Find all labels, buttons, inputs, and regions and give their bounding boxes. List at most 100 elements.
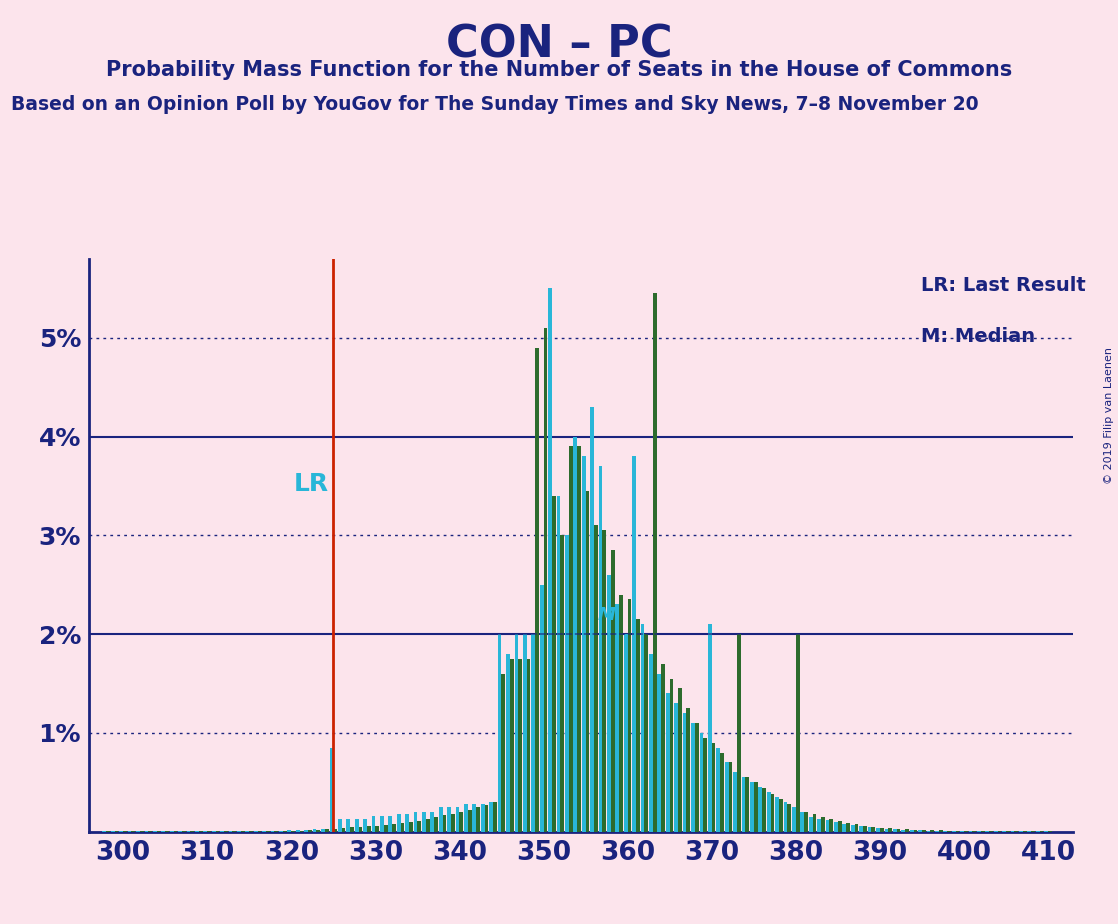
Bar (523, 634, 527, 832)
Bar (851, 825, 854, 832)
Bar (877, 828, 880, 832)
Bar (371, 816, 376, 832)
Bar (280, 831, 283, 832)
Bar (536, 347, 539, 832)
Bar (633, 456, 636, 832)
Text: Probability Mass Function for the Number of Seats in the House of Commons: Probability Mass Function for the Number… (106, 60, 1012, 80)
Text: M: M (598, 606, 616, 625)
Bar (540, 585, 543, 832)
Bar (300, 831, 303, 832)
Bar (808, 817, 813, 832)
Bar (421, 812, 426, 832)
Bar (813, 814, 816, 832)
Bar (624, 634, 627, 832)
Bar (287, 830, 292, 832)
Bar (817, 819, 821, 832)
Bar (531, 634, 536, 832)
Bar (207, 831, 211, 832)
Bar (670, 678, 673, 832)
Bar (700, 733, 703, 832)
Bar (347, 819, 350, 832)
Bar (325, 829, 329, 832)
Bar (644, 634, 648, 832)
Bar (922, 830, 926, 832)
Bar (1040, 831, 1043, 832)
Bar (140, 831, 144, 832)
Bar (321, 829, 325, 832)
Bar (973, 831, 976, 832)
Bar (560, 535, 565, 832)
Bar (729, 762, 732, 832)
Bar (383, 825, 388, 832)
Bar (1014, 831, 1018, 832)
Bar (430, 812, 434, 832)
Text: CON – PC: CON – PC (446, 23, 672, 67)
Bar (964, 831, 968, 832)
Bar (552, 496, 556, 832)
Bar (246, 831, 249, 832)
Bar (641, 625, 644, 832)
Bar (120, 831, 123, 832)
Bar (514, 634, 519, 832)
Bar (779, 799, 783, 832)
Bar (354, 819, 359, 832)
Bar (636, 619, 639, 832)
Bar (170, 831, 173, 832)
Bar (249, 831, 253, 832)
Bar (590, 407, 594, 832)
Bar (476, 807, 480, 832)
Bar (447, 807, 451, 832)
Bar (733, 772, 737, 832)
Bar (619, 594, 623, 832)
Bar (746, 777, 749, 832)
Text: LR: Last Result: LR: Last Result (921, 276, 1086, 295)
Bar (846, 822, 850, 832)
Bar (220, 831, 224, 832)
Bar (350, 827, 354, 832)
Bar (574, 436, 577, 832)
Bar (956, 831, 959, 832)
Bar (199, 831, 202, 832)
Bar (678, 688, 682, 832)
Bar (271, 831, 274, 832)
Bar (947, 831, 951, 832)
Bar (897, 829, 900, 832)
Bar (190, 831, 195, 832)
Bar (762, 788, 766, 832)
Bar (661, 663, 665, 832)
Bar (720, 752, 723, 832)
Bar (913, 830, 917, 832)
Bar (316, 830, 320, 832)
Bar (405, 814, 409, 832)
Bar (770, 794, 775, 832)
Text: M: Median: M: Median (921, 327, 1035, 346)
Bar (342, 828, 345, 832)
Bar (283, 831, 286, 832)
Bar (615, 604, 619, 832)
Bar (944, 831, 947, 832)
Bar (657, 674, 661, 832)
Bar (1031, 831, 1035, 832)
Bar (313, 829, 316, 832)
Bar (400, 822, 405, 832)
Bar (187, 831, 190, 832)
Bar (997, 831, 1002, 832)
Bar (758, 787, 762, 832)
Bar (854, 823, 859, 832)
Bar (741, 777, 746, 832)
Bar (456, 807, 459, 832)
Bar (994, 831, 997, 832)
Bar (359, 827, 362, 832)
Bar (233, 831, 236, 832)
Bar (1011, 831, 1014, 832)
Bar (804, 812, 808, 832)
Bar (868, 827, 871, 832)
Bar (178, 831, 182, 832)
Bar (607, 575, 610, 832)
Bar (388, 816, 392, 832)
Bar (473, 804, 476, 832)
Bar (586, 491, 589, 832)
Bar (182, 831, 186, 832)
Bar (136, 831, 140, 832)
Bar (330, 748, 333, 832)
